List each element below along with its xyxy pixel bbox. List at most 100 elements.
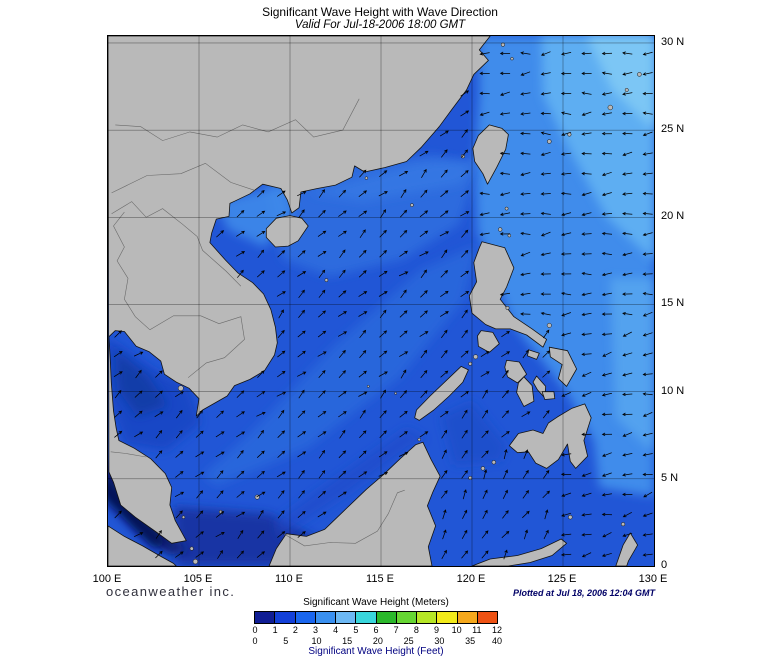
island (410, 203, 414, 207)
island (480, 466, 486, 471)
colorbar (254, 611, 498, 624)
lat-label-25N: 25 N (661, 123, 685, 136)
feet-tick: 0 (252, 636, 258, 646)
meters-tick: 2 (292, 625, 298, 635)
ocean-patch-borneo-coastal (275, 428, 427, 539)
colorbar-cell (356, 612, 377, 623)
land-sumatra (108, 525, 177, 566)
chart-subtitle: Valid For Jul-18-2006 18:00 GMT (294, 19, 466, 31)
lon-label-115E: 115 E (366, 573, 394, 585)
meters-tick: 12 (491, 625, 503, 635)
land-mindoro (477, 330, 500, 353)
land-hainan (265, 215, 309, 248)
colorbar-cell (396, 612, 417, 623)
colorbar-cell (376, 612, 397, 623)
colorbar-cell (255, 612, 276, 623)
island (624, 88, 629, 92)
ocean-patch-china-coastal (308, 158, 480, 202)
lat-label-20N: 20 N (661, 210, 685, 223)
island (621, 522, 626, 527)
land-borneo (268, 441, 441, 566)
meters-tick: 3 (312, 625, 319, 635)
feet-tick: 5 (283, 636, 289, 646)
map-frame (107, 35, 655, 567)
meters-tick: 9 (433, 625, 440, 635)
ocean-shading-layer (108, 36, 654, 566)
island (417, 437, 421, 442)
island (366, 385, 370, 388)
land-panay (504, 359, 528, 384)
island (510, 57, 514, 61)
island (507, 233, 512, 238)
colorbar-cell (295, 612, 316, 623)
island (568, 514, 573, 520)
wave-direction-arrows (113, 51, 653, 560)
feet-tick: 30 (434, 636, 445, 646)
island (546, 322, 552, 328)
meters-tick: 10 (451, 625, 462, 635)
ocean-patch-pacific-pale (586, 36, 654, 131)
land-mindanao (508, 403, 592, 469)
meters-tick: 5 (353, 625, 359, 635)
feet-tick: 10 (311, 636, 322, 646)
meters-tick: 0 (252, 625, 258, 635)
island (607, 104, 613, 111)
island (468, 476, 473, 480)
feet-tick: 35 (465, 636, 476, 646)
lat-label-10N: 10 N (661, 384, 685, 397)
meters-tick: 1 (272, 625, 278, 635)
graticule-layer (108, 36, 654, 566)
meters-tick: 6 (373, 625, 379, 635)
land-bohol (541, 391, 556, 400)
lat-label-30N: 30 N (661, 35, 685, 48)
land-taiwan (472, 124, 509, 185)
colorbar-cell (417, 612, 438, 623)
island (491, 460, 496, 465)
lon-label-110E: 110 E (275, 573, 303, 585)
land-masbate (527, 349, 540, 360)
legend-title-feet: Significant Wave Height (Feet) (308, 646, 444, 657)
island (473, 354, 479, 360)
colorbar-cell (315, 612, 336, 623)
colorbar-cell (477, 612, 497, 623)
island (177, 385, 184, 392)
island (504, 206, 509, 211)
wave-map (108, 36, 654, 566)
lon-label-130E: 130 E (638, 573, 668, 585)
island (364, 176, 369, 180)
meters-tick: 11 (472, 625, 482, 635)
ocean-patch-sulu-sea (441, 402, 507, 465)
colorbar-cell (336, 612, 357, 623)
meters-tick: 8 (413, 625, 419, 635)
chart-title: Significant Wave Height with Wave Direct… (262, 5, 498, 19)
island (500, 42, 505, 47)
ocean-patch-central-scs-band (202, 245, 478, 486)
oceanweather-credit: oceanweather inc. (106, 584, 236, 599)
colorbar-cell (457, 612, 478, 623)
feet-tick: 15 (342, 636, 353, 646)
island (324, 278, 329, 282)
feet-tick: 40 (491, 636, 503, 646)
feet-tick: 25 (403, 636, 414, 646)
plotted-timestamp: Plotted at Jul 18, 2006 12:04 GMT (512, 588, 655, 598)
island (505, 306, 510, 310)
land-mainland-asia (108, 36, 491, 544)
island (394, 392, 397, 395)
meters-tick-row: 0 1 2 3 4 5 6 7 8 9 10 11 12 (252, 624, 502, 635)
land-palawan (414, 365, 469, 421)
country-borders-layer (110, 98, 405, 547)
island (181, 515, 186, 519)
island (637, 72, 642, 77)
land-layer (108, 36, 642, 566)
ocean-patch-gulf-core (115, 349, 169, 417)
land-halmahera (615, 532, 638, 566)
legend-title-meters: Significant Wave Height (Meters) (303, 597, 449, 608)
lon-label-125E: 125 E (547, 573, 577, 585)
feet-tick-row: 0 5 10 15 20 25 30 35 40 (252, 635, 502, 646)
lon-label-100E: 100 E (92, 573, 122, 585)
island (498, 227, 503, 232)
island (468, 361, 473, 366)
lat-label-0: 0 (661, 558, 668, 571)
